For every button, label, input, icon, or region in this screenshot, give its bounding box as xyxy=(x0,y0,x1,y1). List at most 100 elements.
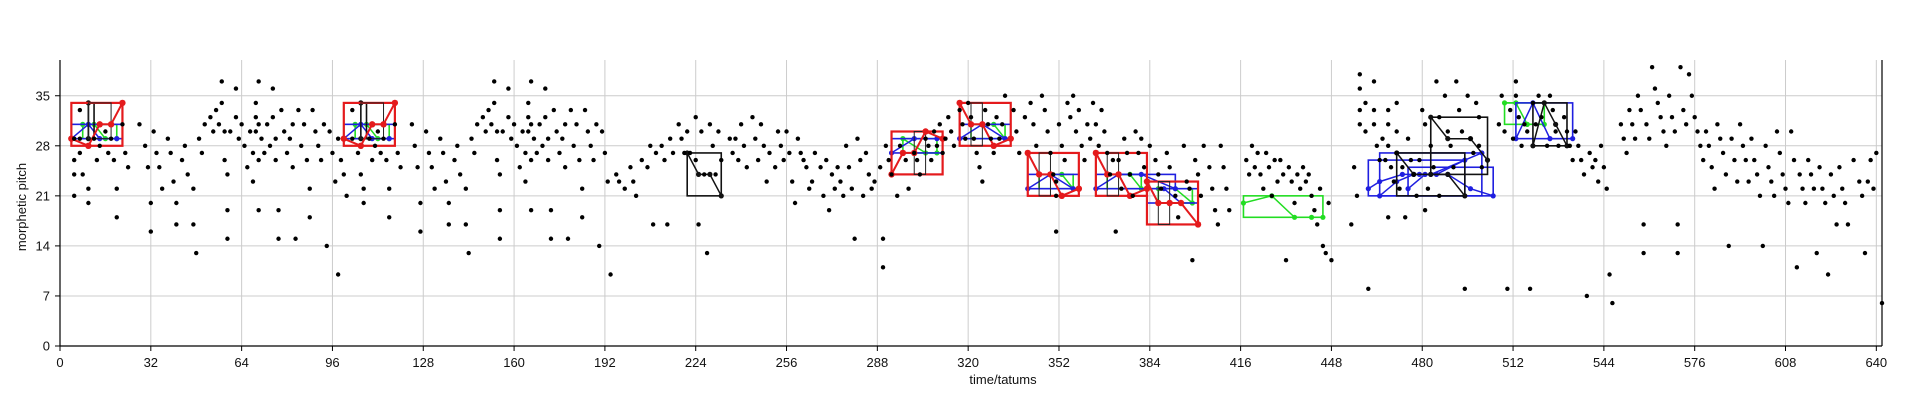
data-point xyxy=(1820,186,1825,191)
data-point xyxy=(270,115,276,120)
x-tick-label: 544 xyxy=(1593,355,1615,370)
data-point xyxy=(375,129,381,134)
data-point xyxy=(931,129,937,134)
data-points xyxy=(71,64,1885,306)
data-point xyxy=(185,172,190,177)
data-point xyxy=(1701,157,1706,163)
data-point xyxy=(1110,157,1116,163)
red-pattern-point xyxy=(1035,171,1043,178)
data-point xyxy=(628,165,633,170)
data-point xyxy=(1578,157,1584,163)
red-pattern-point xyxy=(1194,221,1202,228)
data-point xyxy=(1000,122,1005,127)
data-point xyxy=(233,115,239,120)
data-point xyxy=(1496,122,1502,127)
y-tick-label: 35 xyxy=(36,88,50,103)
data-point xyxy=(1093,122,1099,127)
data-point xyxy=(1678,64,1683,70)
data-point xyxy=(906,186,911,191)
data-point xyxy=(767,150,772,156)
data-point xyxy=(369,157,375,163)
data-point xyxy=(943,136,948,141)
data-point xyxy=(1851,157,1856,163)
data-point xyxy=(560,136,565,141)
data-point xyxy=(1644,122,1649,127)
data-point xyxy=(1786,200,1791,206)
red-pattern-point xyxy=(990,142,997,149)
data-point xyxy=(784,129,789,134)
data-point xyxy=(528,207,534,213)
data-point xyxy=(497,172,503,177)
data-point xyxy=(528,157,534,163)
data-point xyxy=(713,172,718,177)
data-point xyxy=(1769,179,1774,184)
data-point xyxy=(1053,193,1059,199)
red-pattern-point xyxy=(1024,149,1031,157)
data-point xyxy=(716,129,721,134)
data-point xyxy=(1686,72,1692,77)
data-point xyxy=(860,193,866,199)
data-point xyxy=(443,179,449,184)
data-point xyxy=(273,136,278,141)
data-point xyxy=(250,179,256,184)
data-point xyxy=(489,122,494,127)
data-point xyxy=(1323,250,1328,256)
data-point xyxy=(801,157,806,163)
red-pattern-point xyxy=(107,121,115,128)
data-point xyxy=(1056,122,1062,127)
data-point xyxy=(838,179,843,184)
blue-pattern-point xyxy=(114,136,120,142)
black-pattern-point xyxy=(1541,100,1547,106)
data-point xyxy=(1649,64,1655,70)
data-point xyxy=(1255,150,1260,156)
data-point xyxy=(1874,150,1879,156)
data-point xyxy=(1411,172,1416,177)
data-point xyxy=(1803,200,1808,206)
data-point xyxy=(1031,122,1036,127)
data-point xyxy=(880,265,886,270)
data-point xyxy=(1451,165,1456,170)
data-point xyxy=(1760,243,1766,249)
data-point xyxy=(710,143,715,148)
data-point xyxy=(1783,186,1788,191)
data-point xyxy=(296,107,301,113)
data-point xyxy=(267,143,273,148)
data-point xyxy=(1547,93,1553,98)
y-axis-label: morphetic pitch xyxy=(14,163,29,251)
data-point xyxy=(1278,157,1283,163)
data-point xyxy=(852,236,857,241)
data-point xyxy=(1732,157,1737,163)
data-point xyxy=(350,136,355,141)
data-point xyxy=(1556,143,1561,148)
data-point xyxy=(1028,100,1033,106)
data-point xyxy=(568,107,574,113)
red-pattern-box xyxy=(1145,180,1200,226)
data-point xyxy=(1385,122,1391,127)
data-point xyxy=(418,200,423,206)
data-point xyxy=(1266,165,1272,170)
data-point xyxy=(256,157,261,163)
data-point xyxy=(344,193,349,199)
data-point xyxy=(1840,186,1845,191)
data-point xyxy=(557,150,562,156)
data-point xyxy=(778,143,784,148)
data-point xyxy=(614,172,619,177)
data-point xyxy=(1405,136,1411,141)
data-point xyxy=(528,122,534,127)
data-point xyxy=(653,150,659,156)
data-point xyxy=(358,172,364,177)
blue-pattern-point xyxy=(1138,171,1144,177)
red-pattern-point xyxy=(1075,185,1083,192)
data-point xyxy=(792,200,798,206)
data-point xyxy=(1403,215,1408,220)
data-point xyxy=(804,165,809,170)
data-point xyxy=(1576,143,1581,148)
red-pattern-point xyxy=(1007,135,1014,142)
data-point xyxy=(1703,129,1709,134)
data-point xyxy=(77,136,83,141)
data-point xyxy=(1210,186,1215,191)
data-point xyxy=(821,193,826,199)
data-point xyxy=(1865,179,1871,184)
pattern-inner-box xyxy=(87,102,112,140)
data-point xyxy=(790,179,795,184)
